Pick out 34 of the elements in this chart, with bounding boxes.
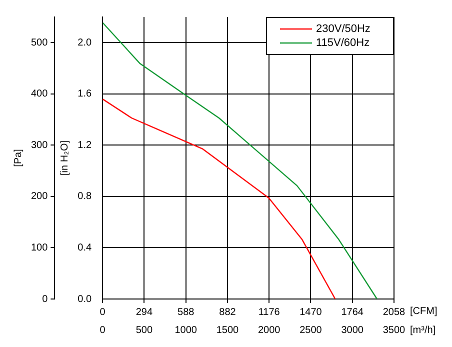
y2-tick-label: 1.2 (78, 140, 92, 151)
legend-label: 230V/50Hz (316, 23, 370, 36)
x-tick-label: 882 (219, 306, 236, 318)
x-tick-label: 1176 (258, 306, 280, 318)
x2-tick-label: 0 (100, 324, 106, 336)
y2-axis-title: [in H₂O] (59, 140, 70, 176)
y-tick-label: 200 (30, 191, 48, 202)
x-tick-label: 2058 (382, 306, 406, 318)
y-tick-label: 400 (30, 88, 48, 100)
y-tick-label: 500 (30, 37, 48, 48)
x2-tick-label: 500 (136, 324, 153, 336)
x2-tick-label: 3500 (382, 324, 406, 336)
x2-tick-label: 1000 (174, 324, 198, 336)
x2-tick-label: 2500 (300, 324, 322, 336)
x-tick-label: 588 (178, 306, 195, 318)
x2-tick-label: 1500 (216, 324, 240, 336)
x-axis-title: [CFM] (410, 306, 438, 317)
y2-tick-label: 0.0 (78, 294, 92, 305)
x-tick-label: 1764 (341, 306, 364, 318)
x2-tick-label: 2000 (258, 324, 281, 336)
y-tick-label: 100 (30, 242, 48, 254)
y2-tick-label: 2.0 (78, 37, 92, 48)
x-tick-label: 0 (100, 306, 106, 318)
y2-tick-label: 1.6 (78, 88, 92, 100)
y-tick-label: 300 (30, 140, 48, 151)
y-tick-label: 0 (42, 294, 48, 305)
x-tick-label: 294 (136, 306, 153, 318)
y-axis-title: [Pa] (12, 148, 24, 167)
x2-axis-title: [m³/h] (410, 324, 436, 336)
y2-tick-label: 0.8 (78, 191, 92, 202)
y2-tick-label: 0.4 (78, 242, 92, 254)
x-tick-label: 1470 (300, 306, 322, 318)
legend-label: 115V/60Hz (316, 37, 370, 50)
x2-tick-label: 3000 (341, 324, 364, 336)
